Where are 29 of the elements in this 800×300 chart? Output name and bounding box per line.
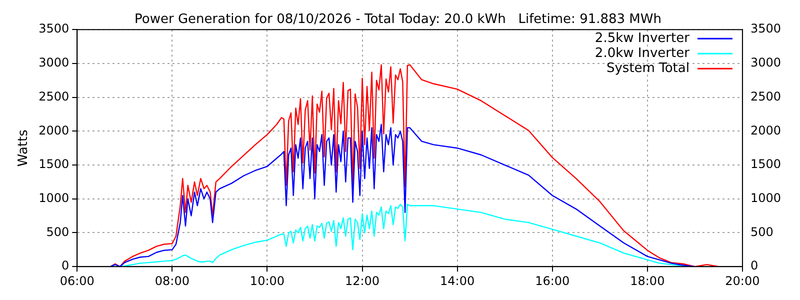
y2-tick-label: 3000 [750,56,782,70]
y-tick-label: 0 [62,258,70,273]
y-tick-label: 1000 [38,191,70,206]
y2-tick-label: 500 [750,224,774,239]
x-tick-label: 10:00 [250,274,285,288]
y2-tick-label: 1000 [750,191,782,206]
x-tick-label: 20:00 [725,274,760,288]
legend-label: 2.5kw Inverter [594,30,690,46]
y2-tick-label: 2500 [750,89,782,104]
y2-tick-label: 3500 [750,22,782,36]
y-tick-label: 500 [46,224,70,239]
x-tick-label: 06:00 [60,274,94,288]
x-tick-label: 14:00 [440,274,475,288]
y2-tick-label: 2000 [750,123,782,138]
y2-tick-label: 0 [750,258,758,273]
y-axis-title: Watts [16,129,32,167]
y-tick-label: 3500 [38,22,70,36]
x-tick-label: 16:00 [535,274,570,288]
chart-title: Power Generation for 08/10/2026 - Total Today: 20.0 kWh Lifetime: 91.883 MWh [134,12,662,28]
y-tick-label: 3000 [38,56,70,70]
legend-label: 2.0kw Inverter [594,46,690,61]
legend-label: System Total [606,60,690,76]
y-tick-label: 1500 [38,157,70,172]
y-tick-label: 2000 [38,123,70,138]
y-tick-label: 2500 [38,89,70,104]
y2-tick-label: 1500 [750,157,782,172]
x-tick-label: 18:00 [630,274,665,288]
x-tick-label: 12:00 [344,274,380,288]
x-tick-label: 08:00 [154,274,190,288]
